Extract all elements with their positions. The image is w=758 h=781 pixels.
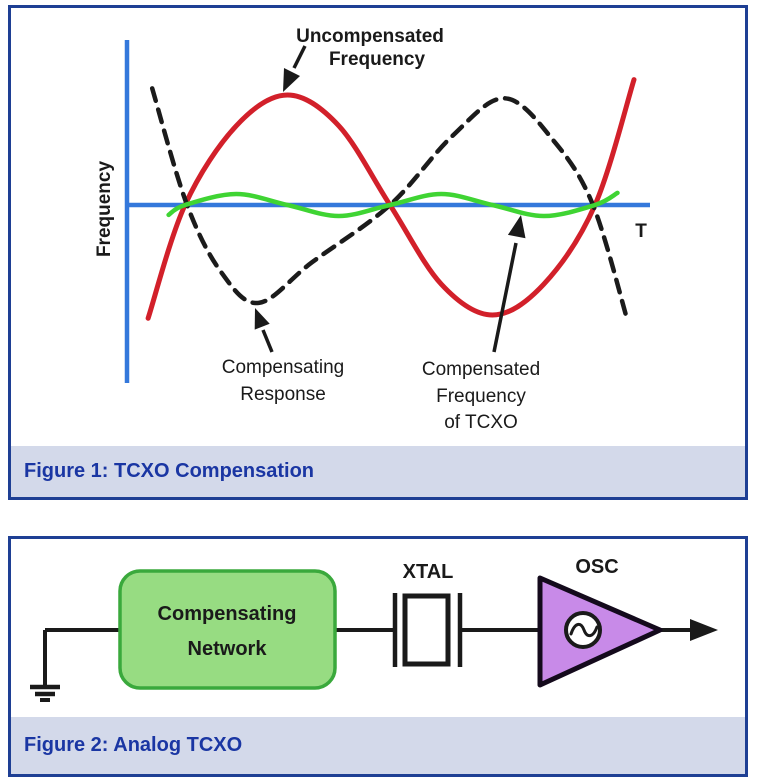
compensating-response-curve [149,86,631,324]
compensating-arrowhead-icon [254,308,270,330]
x-axis-label: T [635,221,647,242]
output-arrowhead-icon [690,619,718,641]
compensated-label-line1: Compensated [422,359,540,380]
y-axis-label: Frequency [94,161,115,258]
figure1-frame: Frequency T Uncompensated Frequency Comp… [8,5,748,500]
analog-tcxo-diagram: Compensating Network XTAL OSC [30,556,718,702]
uncompensated-label-line1: Uncompensated [296,26,444,47]
sine-source-icon [564,611,602,649]
compensating-label-line2: Response [240,384,326,405]
figure1-caption-bar: Figure 1: TCXO Compensation [11,446,745,497]
network-label-line2: Network [188,638,268,660]
figure1-caption: Figure 1: TCXO Compensation [24,460,315,482]
compensated-arrowhead-icon [507,215,526,239]
ground-icon [30,630,60,702]
uncompensated-arrow-line [292,45,307,69]
uncompensated-arrowhead-icon [283,68,300,92]
uncompensated-label-line2: Frequency [329,49,426,70]
compensating-network-block [118,569,337,690]
figure2-frame: Compensating Network XTAL OSC Figure 2: … [8,536,748,777]
compensating-arrow-line [261,329,274,353]
network-label-line1: Compensating [158,603,297,625]
tcxo-compensation-chart: Frequency T Uncompensated Frequency Comp… [94,26,650,433]
compensating-label-line1: Compensating [222,357,345,378]
crystal-icon [392,593,463,667]
compensated-label-line3: of TCXO [444,412,518,433]
figure2-caption-bar: Figure 2: Analog TCXO [11,717,745,774]
compensated-label-line2: Frequency [436,386,526,407]
figure2-caption: Figure 2: Analog TCXO [24,734,243,756]
osc-label: OSC [575,556,618,578]
uncompensated-frequency-curve [145,77,637,321]
compensated-frequency-curve [166,190,620,219]
compensated-arrow-line [492,242,518,353]
xtal-label: XTAL [403,561,454,583]
